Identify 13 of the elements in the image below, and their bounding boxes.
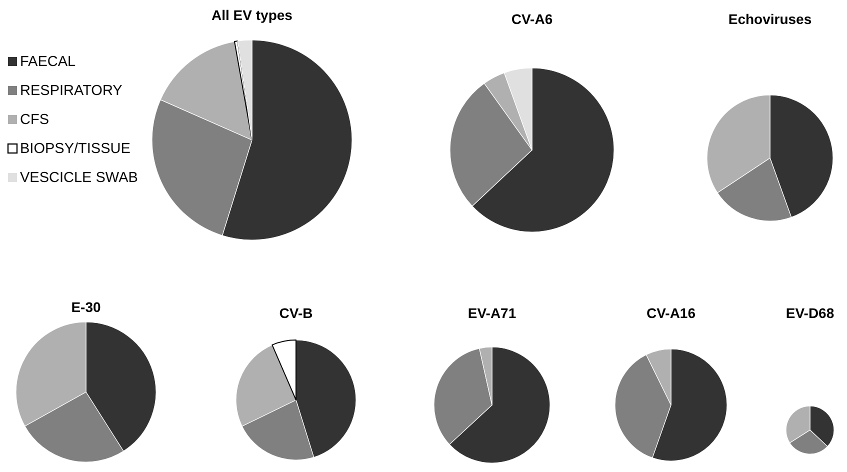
legend-label: CFS bbox=[20, 112, 49, 128]
chart-title: CV-A16 bbox=[646, 305, 696, 321]
chart-title: E-30 bbox=[71, 299, 101, 315]
chart-title: Echoviruses bbox=[728, 11, 812, 27]
chart-title: EV-D68 bbox=[786, 305, 834, 321]
chart-title: All EV types bbox=[212, 7, 293, 23]
legend-label: VESCICLE SWAB bbox=[20, 170, 138, 186]
chart-title: EV-A71 bbox=[468, 305, 516, 321]
legend-label: FAECAL bbox=[20, 54, 76, 70]
chart-title: CV-B bbox=[279, 305, 313, 321]
legend-label: BIOPSY/TISSUE bbox=[20, 141, 131, 157]
legend-label: RESPIRATORY bbox=[20, 83, 123, 99]
chart-title: CV-A6 bbox=[511, 11, 553, 27]
